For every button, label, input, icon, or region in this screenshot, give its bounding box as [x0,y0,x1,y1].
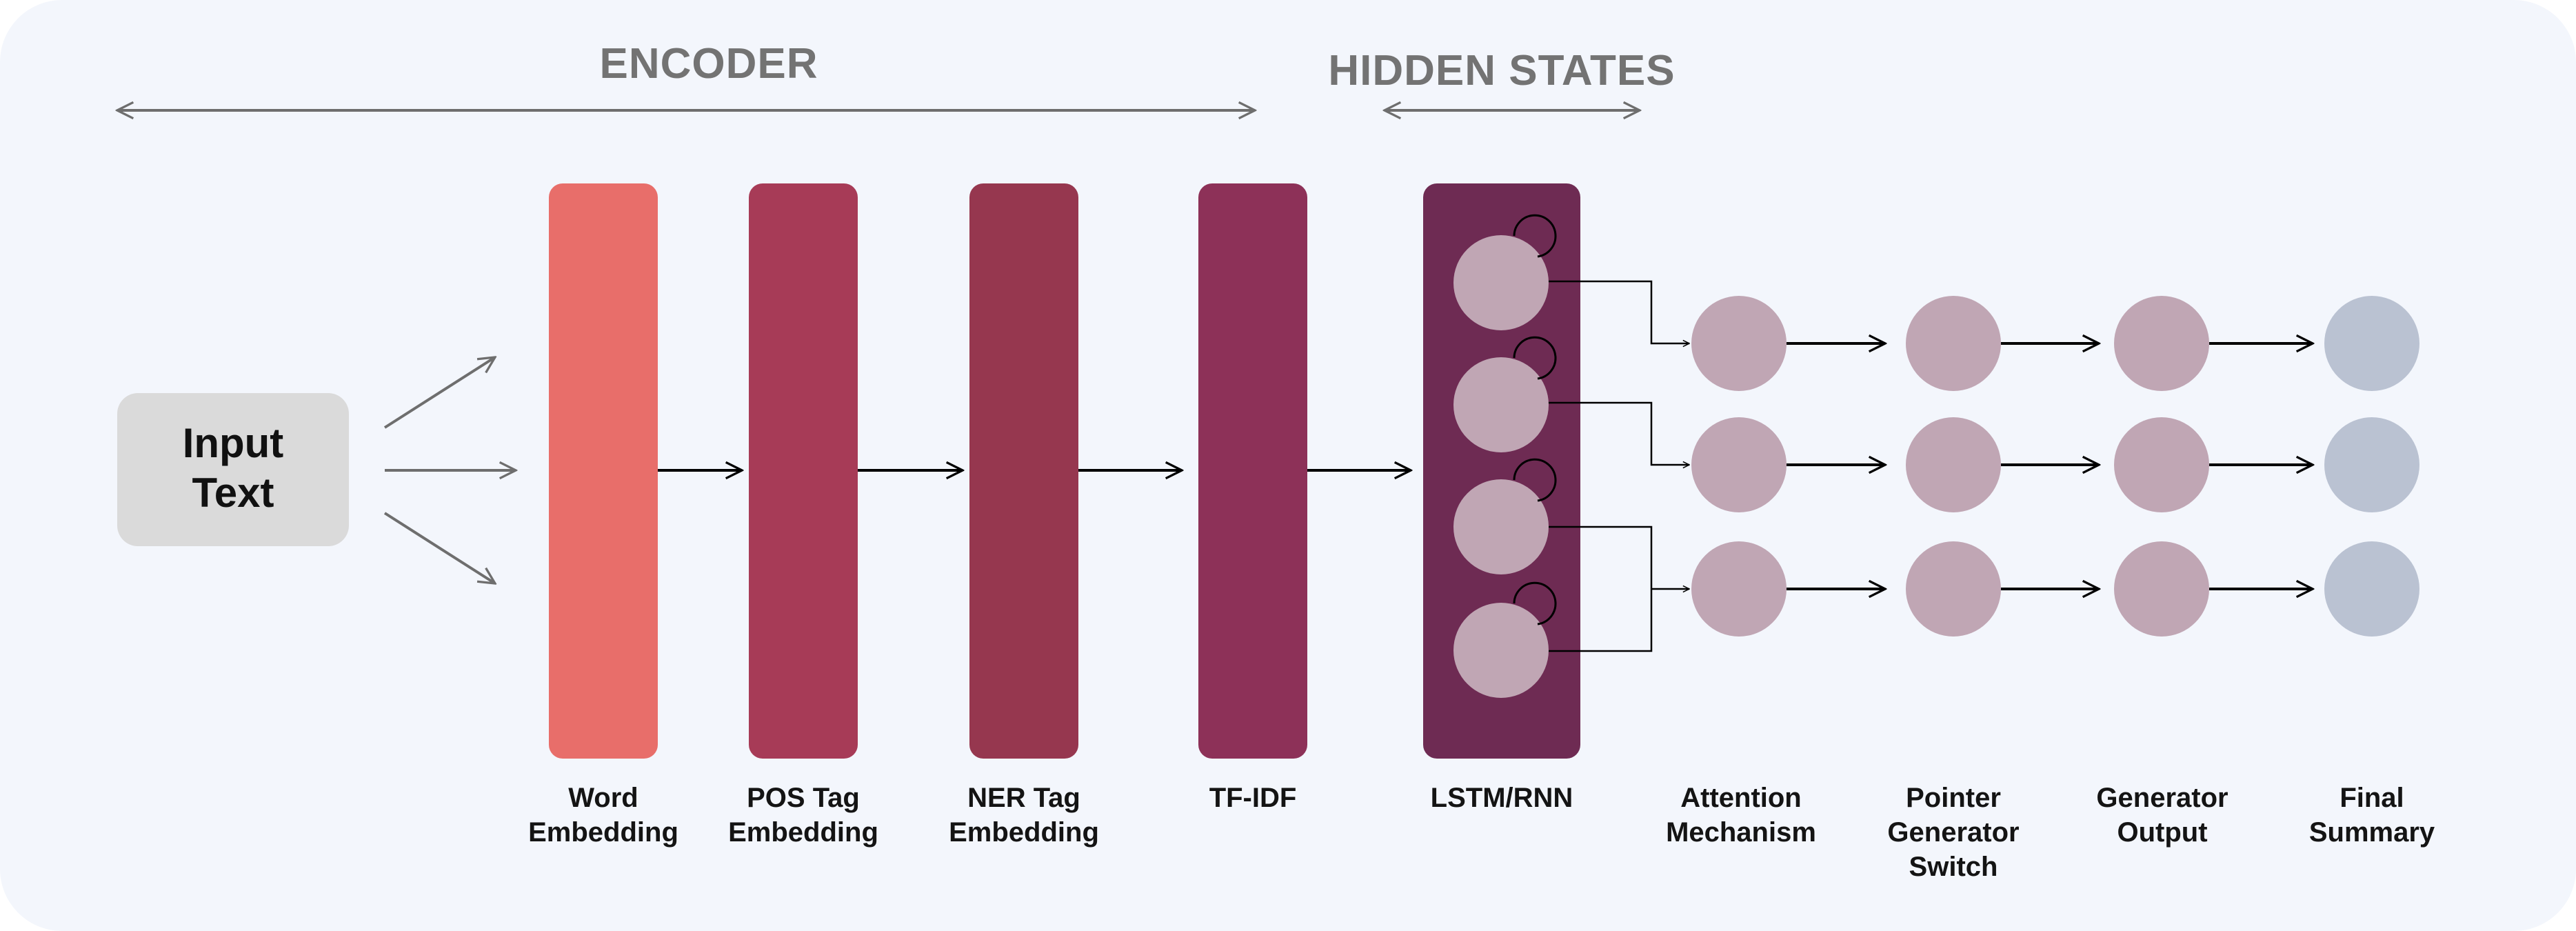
row-arrows [1787,343,2313,589]
pointer-label-1: Pointer [1906,783,2001,813]
pointer-node-3 [1906,541,2001,637]
ner-tag-label-2: Embedding [949,817,1099,848]
pointer-label-2: Generator [1887,817,2019,848]
input-text-line1: Input [183,420,284,466]
final-summary-label-1: Final [2339,783,2404,813]
generator-node-2 [2114,417,2209,512]
pos-tag-label-2: Embedding [728,817,878,848]
input-text-line2: Text [192,470,274,516]
word-embedding-block [549,183,658,759]
input-text-box [117,393,349,546]
final-summary-label-2: Summary [2309,817,2435,848]
encoder-heading: ENCODER [599,40,818,88]
pos-tag-label-1: POS Tag [747,783,860,813]
self-loop-icon [1513,336,1557,380]
lstm-node-3 [1453,458,1557,574]
pointer-node-1 [1906,296,2001,391]
ner-tag-label-1: NER Tag [967,783,1080,813]
pointer-label-3: Switch [1909,852,1998,882]
generator-node-3 [2114,541,2209,637]
lstm-label: LSTM/RNN [1431,783,1573,813]
input-arrow-down [383,512,495,583]
word-embedding-label-1: Word [568,783,638,813]
pos-tag-embedding-block [749,183,858,759]
generator-output-label-1: Generator [2096,783,2228,813]
hidden-states-heading: HIDDEN STATES [1328,47,1675,94]
lstm-node-1 [1453,214,1557,330]
attention-label-1: Attention [1680,783,1802,813]
self-loop-icon [1513,581,1557,625]
self-loop-icon [1513,214,1557,258]
generator-node-1 [2114,296,2209,391]
attention-label-2: Mechanism [1666,817,1816,848]
lstm-to-attention-connectors [1549,280,1689,652]
tfidf-block [1198,183,1307,759]
input-arrow-up [383,357,495,429]
generator-output-label-2: Output [2117,817,2207,848]
word-embedding-label-2: Embedding [528,817,678,848]
final-summary-node-2 [2324,417,2419,512]
attention-node-2 [1691,417,1787,512]
lstm-rnn-block [1423,183,1580,759]
pointer-node-2 [1906,417,2001,512]
final-summary-node-1 [2324,296,2419,391]
attention-node-1 [1691,296,1787,391]
tfidf-label: TF-IDF [1209,783,1297,813]
ner-tag-embedding-block [969,183,1078,759]
self-loop-icon [1513,458,1557,502]
final-summary-node-3 [2324,541,2419,637]
lstm-node-2 [1453,336,1557,452]
attention-node-3 [1691,541,1787,637]
lstm-node-4 [1453,581,1557,698]
